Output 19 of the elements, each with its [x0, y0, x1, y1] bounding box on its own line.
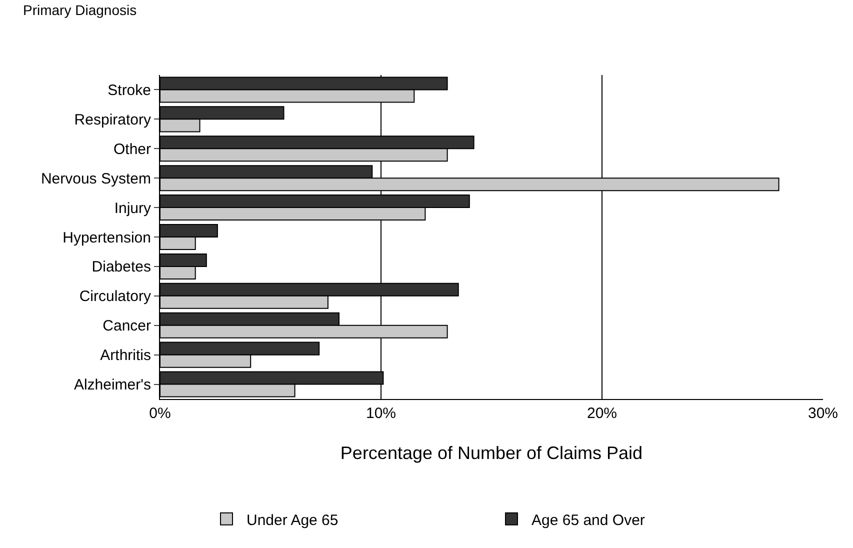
y-axis-title: Primary Diagnosis [23, 2, 137, 18]
x-tick-label: 30% [808, 405, 838, 422]
y-tick-label: Injury [114, 200, 152, 217]
y-tick-label: Alzheimer's [74, 376, 151, 394]
y-tick-label: Circulatory [79, 288, 152, 306]
y-tick-label: Cancer [102, 318, 151, 335]
x-tick-label: 20% [586, 405, 618, 422]
y-tick-label: Diabetes [92, 258, 151, 276]
y-tick-label: Arthritis [100, 347, 151, 364]
y-tick-label: Nervous System [40, 170, 151, 188]
x-tick-label: 0% [149, 405, 171, 422]
y-tick-label: Respiratory [74, 111, 152, 128]
y-tick-label: Stroke [108, 82, 151, 99]
x-tick-label: 10% [366, 405, 396, 422]
legend-label: Under Age 65 [246, 512, 338, 529]
y-tick-label: Hypertension [62, 229, 151, 246]
y-tick-label: Other [113, 140, 152, 158]
legend-label: Age 65 and Over [532, 512, 645, 529]
x-axis-title: Percentage of Number of Claims Paid [340, 443, 643, 464]
